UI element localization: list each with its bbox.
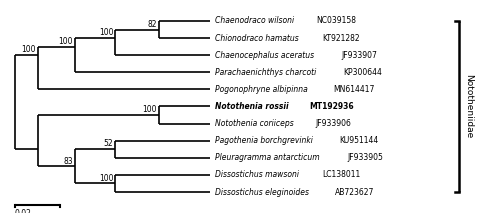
Text: JF933907: JF933907 xyxy=(341,51,377,60)
Text: 100: 100 xyxy=(142,105,156,114)
Text: Pleuragramma antarcticum: Pleuragramma antarcticum xyxy=(215,153,322,162)
Text: Notothenia coriiceps: Notothenia coriiceps xyxy=(215,119,296,128)
Text: Dissostichus mawsoni: Dissostichus mawsoni xyxy=(215,170,302,179)
Text: KT921282: KT921282 xyxy=(322,34,360,43)
Text: JF933906: JF933906 xyxy=(316,119,352,128)
Text: Parachaenichthys charcoti: Parachaenichthys charcoti xyxy=(215,68,319,77)
Text: MT192936: MT192936 xyxy=(310,102,354,111)
Text: Dissostichus eleginoides: Dissostichus eleginoides xyxy=(215,188,312,197)
Text: 100: 100 xyxy=(58,37,73,46)
Text: Notothenia rossii: Notothenia rossii xyxy=(215,102,292,111)
Text: 82: 82 xyxy=(147,20,156,29)
Text: KU951144: KU951144 xyxy=(340,136,378,145)
Text: MN614417: MN614417 xyxy=(333,85,374,94)
Text: 0.02: 0.02 xyxy=(14,209,32,213)
Text: Chaenocephalus aceratus: Chaenocephalus aceratus xyxy=(215,51,316,60)
Text: 100: 100 xyxy=(99,174,114,183)
Text: NC039158: NC039158 xyxy=(316,16,356,25)
Text: Pagothenia borchgrevinki: Pagothenia borchgrevinki xyxy=(215,136,316,145)
Text: 100: 100 xyxy=(21,45,35,54)
Text: Chaenodraco wilsoni: Chaenodraco wilsoni xyxy=(215,16,296,25)
Text: KP300644: KP300644 xyxy=(344,68,382,77)
Text: Nototheniidae: Nototheniidae xyxy=(464,74,472,139)
Text: 52: 52 xyxy=(104,140,114,148)
Text: 100: 100 xyxy=(99,28,114,37)
Text: AB723627: AB723627 xyxy=(334,188,374,197)
Text: LC138011: LC138011 xyxy=(322,170,360,179)
Text: Pogonophryne albipinna: Pogonophryne albipinna xyxy=(215,85,310,94)
Text: JF933905: JF933905 xyxy=(348,153,384,162)
Text: Chionodraco hamatus: Chionodraco hamatus xyxy=(215,34,302,43)
Text: 83: 83 xyxy=(64,157,73,166)
